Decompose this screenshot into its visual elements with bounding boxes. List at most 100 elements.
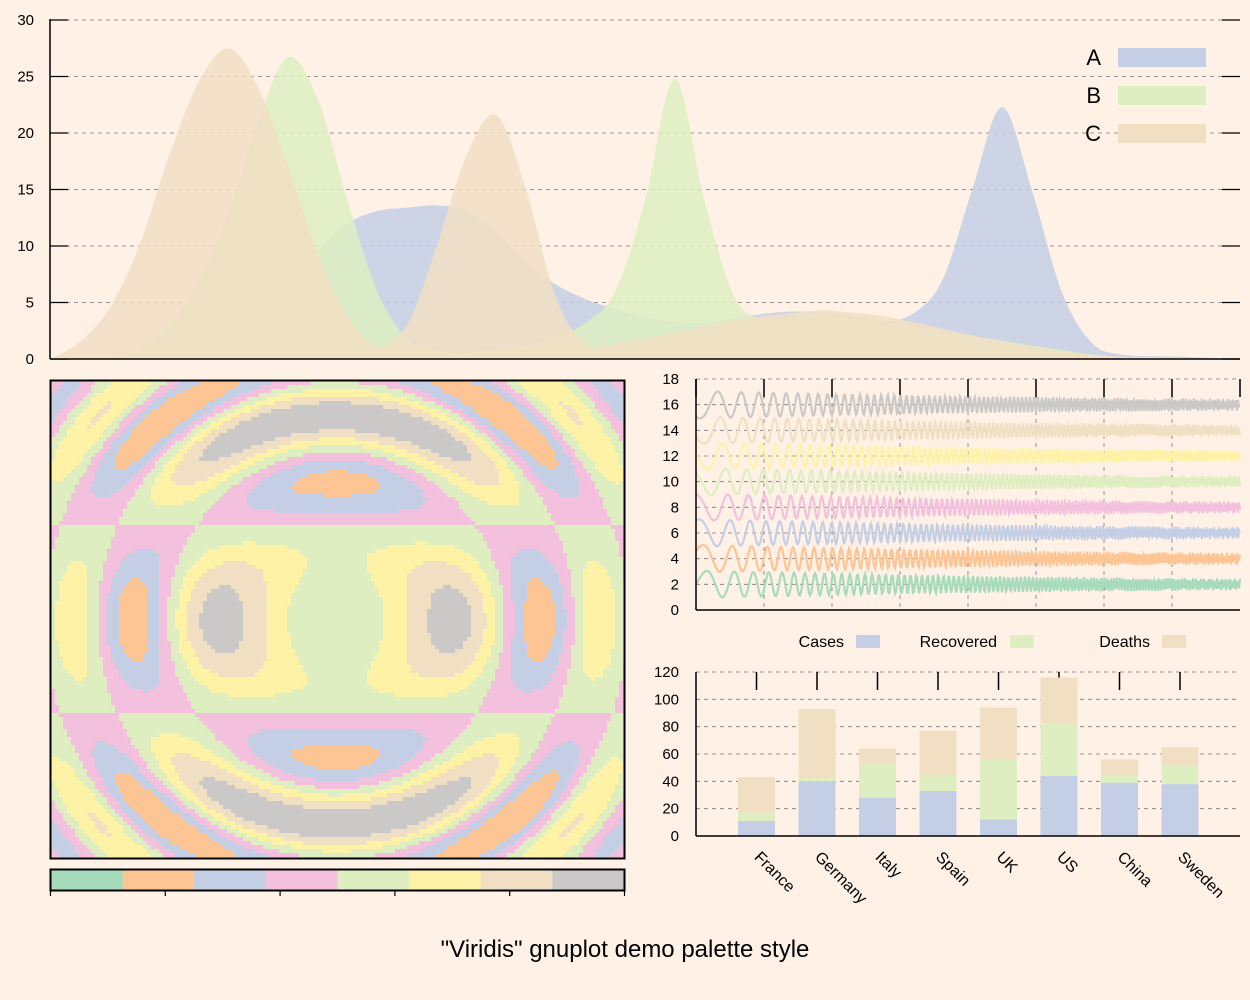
heatmap-cell bbox=[555, 389, 560, 394]
heatmap-cell bbox=[151, 441, 156, 446]
heatmap-cell bbox=[215, 381, 220, 386]
heatmap-cell bbox=[319, 445, 324, 450]
heatmap-cell bbox=[223, 489, 228, 494]
heatmap-cell bbox=[159, 485, 164, 490]
heatmap-cell bbox=[595, 409, 600, 414]
heatmap-cell bbox=[343, 469, 348, 474]
heatmap-cell bbox=[591, 513, 596, 518]
heatmap-cell bbox=[123, 489, 128, 494]
heatmap-cell bbox=[307, 381, 312, 386]
heatmap-cell bbox=[147, 489, 152, 494]
heatmap-cell bbox=[91, 517, 96, 522]
heatmap-cell bbox=[579, 437, 584, 442]
heatmap-cell bbox=[239, 385, 244, 390]
heatmap-cell bbox=[547, 381, 552, 386]
heatmap-cell bbox=[51, 509, 56, 514]
heatmap-cell bbox=[111, 413, 116, 418]
heatmap-cell bbox=[427, 453, 432, 458]
heatmap-cell bbox=[211, 445, 216, 450]
heatmap-cell bbox=[75, 485, 80, 490]
heatmap-cell bbox=[559, 501, 564, 506]
heatmap-cell bbox=[203, 445, 208, 450]
heatmap-cell bbox=[499, 489, 504, 494]
heatmap-cell bbox=[171, 441, 176, 446]
heatmap-cell bbox=[567, 485, 572, 490]
heatmap-cell bbox=[591, 397, 596, 402]
heatmap-cell bbox=[611, 485, 616, 490]
heatmap-cell bbox=[91, 385, 96, 390]
heatmap-cell bbox=[395, 497, 400, 502]
heatmap-cell bbox=[471, 401, 476, 406]
heatmap-cell bbox=[451, 501, 456, 506]
heatmap-cell bbox=[155, 405, 160, 410]
heatmap-cell bbox=[351, 401, 356, 406]
heatmap-cell bbox=[159, 489, 164, 494]
heatmap-cell bbox=[463, 465, 468, 470]
heatmap-cell bbox=[475, 501, 480, 506]
heatmap-cell bbox=[547, 401, 552, 406]
heatmap-cell bbox=[123, 441, 128, 446]
heatmap-cell bbox=[243, 501, 248, 506]
heatmap-cell bbox=[287, 493, 292, 498]
heatmap-cell bbox=[327, 385, 332, 390]
heatmap-cell bbox=[571, 493, 576, 498]
heatmap-cell bbox=[147, 505, 152, 510]
heatmap-cell bbox=[115, 457, 120, 462]
heatmap-cell bbox=[235, 509, 240, 514]
heatmap-cell bbox=[563, 433, 568, 438]
heatmap-cell bbox=[395, 453, 400, 458]
heatmap-cell bbox=[283, 389, 288, 394]
heatmap-cell bbox=[175, 413, 180, 418]
heatmap-cell bbox=[499, 385, 504, 390]
heatmap-cell bbox=[531, 417, 536, 422]
heatmap-cell bbox=[67, 509, 72, 514]
heatmap-cell bbox=[183, 477, 188, 482]
heatmap-cell bbox=[239, 405, 244, 410]
heatmap-cell bbox=[135, 405, 140, 410]
heatmap-cell bbox=[179, 457, 184, 462]
heatmap-cell bbox=[183, 513, 188, 518]
heatmap-cell bbox=[267, 397, 272, 402]
heatmap-cell bbox=[447, 493, 452, 498]
heatmap-cell bbox=[303, 381, 308, 386]
heatmap-cell bbox=[375, 425, 380, 430]
heatmap-cell bbox=[471, 469, 476, 474]
heatmap-cell bbox=[395, 401, 400, 406]
heatmap-cell bbox=[515, 501, 520, 506]
heatmap-cell bbox=[391, 429, 396, 434]
heatmap-cell bbox=[95, 485, 100, 490]
heatmap-cell bbox=[231, 485, 236, 490]
heatmap-cell bbox=[535, 413, 540, 418]
heatmap-cell bbox=[199, 481, 204, 486]
heatmap-cell bbox=[119, 441, 124, 446]
heatmap-cell bbox=[55, 389, 60, 394]
heatmap-cell bbox=[375, 477, 380, 482]
heatmap-cell bbox=[507, 397, 512, 402]
heatmap-cell bbox=[271, 389, 276, 394]
heatmap-cell bbox=[467, 497, 472, 502]
heatmap-cell bbox=[371, 381, 376, 386]
heatmap-cell bbox=[303, 445, 308, 450]
heatmap-cell bbox=[595, 485, 600, 490]
heatmap-cell bbox=[547, 413, 552, 418]
heatmap-cell bbox=[439, 437, 444, 442]
heatmap-cell bbox=[475, 421, 480, 426]
heatmap-cell bbox=[315, 401, 320, 406]
heatmap-cell bbox=[199, 505, 204, 510]
heatmap-cell bbox=[535, 421, 540, 426]
heatmap-cell bbox=[195, 389, 200, 394]
heatmap-cell bbox=[199, 513, 204, 518]
heatmap-cell bbox=[447, 437, 452, 442]
heatmap-cell bbox=[223, 505, 228, 510]
heatmap-cell bbox=[551, 449, 556, 454]
heatmap-cell bbox=[63, 409, 68, 414]
heatmap-cell bbox=[63, 381, 68, 386]
heatmap-cell bbox=[259, 409, 264, 414]
heatmap-cell bbox=[243, 413, 248, 418]
heatmap-cell bbox=[443, 441, 448, 446]
heatmap-cell bbox=[499, 485, 504, 490]
heatmap-cell bbox=[99, 477, 104, 482]
heatmap-cell bbox=[315, 481, 320, 486]
heatmap-cell bbox=[551, 481, 556, 486]
heatmap-cell bbox=[255, 493, 260, 498]
